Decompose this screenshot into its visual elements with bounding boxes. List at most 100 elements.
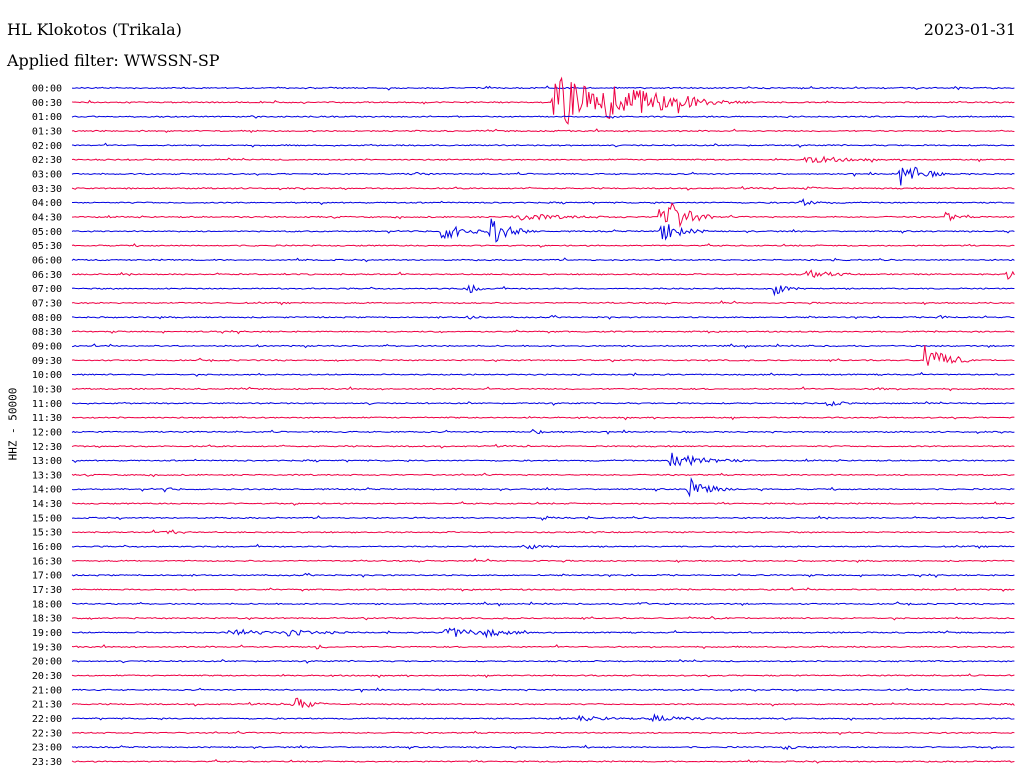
- trace-label: 14:00: [32, 485, 62, 496]
- trace-line: [71, 415, 1015, 421]
- trace-line: [71, 198, 1015, 207]
- trace-line: [71, 269, 1015, 280]
- trace-line: [71, 314, 1015, 320]
- trace-line: [71, 345, 1015, 366]
- date-label: 2023-01-31: [923, 20, 1016, 39]
- trace-label: 03:30: [32, 184, 62, 195]
- trace-label: 21:00: [32, 685, 62, 696]
- trace-label: 04:00: [32, 198, 62, 209]
- trace-label: 15:30: [32, 528, 62, 539]
- trace-line: [71, 472, 1015, 478]
- trace-line: [71, 759, 1015, 764]
- trace-label: 13:30: [32, 470, 62, 481]
- trace-label: 11:00: [32, 399, 62, 410]
- trace-line: [71, 300, 1015, 306]
- trace-line: [71, 185, 1015, 191]
- trace-line: [71, 601, 1015, 607]
- trace-label: 18:30: [32, 614, 62, 625]
- trace-label: 10:00: [32, 370, 62, 381]
- trace-line: [71, 443, 1015, 449]
- trace-label: 20:00: [32, 657, 62, 668]
- trace-label: 08:30: [32, 327, 62, 338]
- trace-line: [71, 586, 1015, 592]
- trace-label: 22:30: [32, 728, 62, 739]
- station-title: HL Klokotos (Trikala): [7, 20, 182, 39]
- trace-label: 11:30: [32, 413, 62, 424]
- trace-label: 00:00: [32, 84, 62, 95]
- trace-label: 13:00: [32, 456, 62, 467]
- trace-label: 16:00: [32, 542, 62, 553]
- trace-line: [71, 627, 1015, 639]
- trace-label: 20:30: [32, 671, 62, 682]
- trace-line: [71, 400, 1015, 407]
- trace-label: 10:30: [32, 384, 62, 395]
- trace-line: [71, 428, 1015, 435]
- trace-line: [71, 558, 1015, 564]
- trace-label: 02:30: [32, 155, 62, 166]
- trace-label: 21:30: [32, 700, 62, 711]
- trace-line: [71, 155, 1015, 164]
- trace-line: [71, 128, 1015, 134]
- trace-line: [71, 452, 1015, 467]
- trace-label: 12:00: [32, 427, 62, 438]
- trace-line: [71, 477, 1015, 498]
- trace-line: [71, 697, 1015, 708]
- trace-line: [71, 543, 1015, 550]
- trace-label: 07:00: [32, 284, 62, 295]
- trace-line: [71, 142, 1015, 148]
- trace-line: [71, 218, 1015, 243]
- trace-label: 01:00: [32, 112, 62, 123]
- trace-line: [71, 644, 1015, 650]
- trace-label: 12:30: [32, 442, 62, 453]
- trace-line: [71, 76, 1015, 125]
- filter-label: Applied filter: WWSSN-SP: [7, 51, 220, 70]
- trace-line: [71, 713, 1015, 723]
- seismic-traces: [71, 76, 1015, 764]
- trace-line: [71, 386, 1015, 392]
- trace-line: [71, 529, 1015, 535]
- trace-label: 03:00: [32, 169, 62, 180]
- trace-label: 17:30: [32, 585, 62, 596]
- trace-label: 19:30: [32, 642, 62, 653]
- trace-label: 23:30: [32, 757, 62, 768]
- trace-line: [71, 257, 1015, 263]
- trace-label: 05:00: [32, 227, 62, 238]
- trace-time-labels: 00:00 00:30 01:00 01:30 02:00 02:30 03:00 03:30…: [32, 84, 62, 769]
- trace-line: [71, 744, 1015, 751]
- trace-label: 02:00: [32, 141, 62, 152]
- trace-line: [71, 659, 1015, 664]
- trace-line: [71, 615, 1015, 621]
- trace-line: [71, 371, 1015, 377]
- trace-label: 18:00: [32, 599, 62, 610]
- trace-line: [71, 85, 1015, 91]
- trace-label: 06:00: [32, 255, 62, 266]
- trace-label: 16:30: [32, 556, 62, 567]
- trace-label: 07:30: [32, 298, 62, 309]
- trace-label: 15:00: [32, 513, 62, 524]
- trace-line: [71, 243, 1015, 248]
- trace-line: [71, 202, 1015, 228]
- trace-label: 00:30: [32, 98, 62, 109]
- trace-line: [71, 730, 1015, 736]
- trace-line: [71, 687, 1015, 693]
- trace-line: [71, 673, 1015, 679]
- trace-line: [71, 166, 1015, 186]
- trace-label: 22:00: [32, 714, 62, 725]
- trace-label: 09:00: [32, 341, 62, 352]
- trace-label: 14:30: [32, 499, 62, 510]
- trace-label: 08:00: [32, 313, 62, 324]
- trace-line: [71, 515, 1015, 521]
- trace-label: 05:30: [32, 241, 62, 252]
- trace-label: 19:00: [32, 628, 62, 639]
- trace-line: [71, 329, 1015, 335]
- trace-label: 01:30: [32, 126, 62, 137]
- trace-line: [71, 284, 1015, 297]
- trace-line: [71, 572, 1015, 579]
- trace-line: [71, 343, 1015, 349]
- trace-label: 09:30: [32, 356, 62, 367]
- trace-label: 06:30: [32, 270, 62, 281]
- trace-label: 23:00: [32, 743, 62, 754]
- trace-label: 04:30: [32, 212, 62, 223]
- trace-label: 17:00: [32, 571, 62, 582]
